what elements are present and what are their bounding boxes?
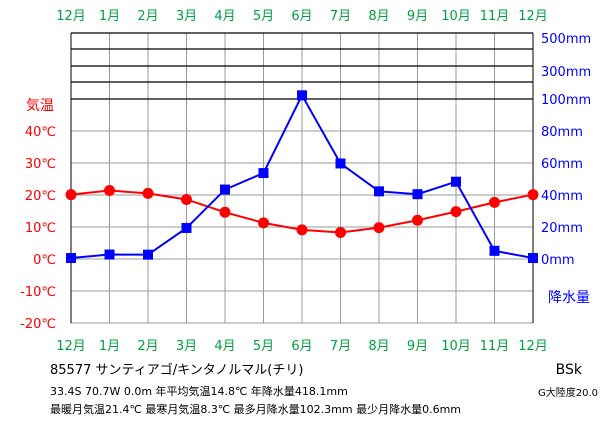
- month-label-bottom: 8月: [368, 339, 389, 354]
- climate-classification: BSk: [556, 362, 583, 378]
- station-stats-line-2: 最暖月気温21.4℃ 最寒月気温8.3℃ 最多月降水量102.3mm 最少月降水…: [50, 402, 461, 416]
- month-label-top: 9月: [407, 9, 428, 24]
- precipitation-tick-label: 40mm: [541, 189, 583, 204]
- month-label-top: 5月: [253, 9, 274, 24]
- temperature-series: [65, 185, 539, 238]
- precipitation-point: [143, 249, 153, 260]
- month-label-bottom: 7月: [330, 339, 351, 354]
- month-label-top: 6月: [291, 9, 312, 24]
- temperature-point: [335, 226, 346, 238]
- month-label-bottom: 12月: [518, 339, 548, 354]
- temperature-tick-label: 20℃: [25, 189, 56, 204]
- month-label-bottom: 6月: [291, 339, 312, 354]
- precipitation-tick-label: 20mm: [541, 221, 583, 236]
- precipitation-point: [489, 245, 500, 256]
- chart-axes: [70, 33, 534, 323]
- precipitation-tick-label: 100mm: [541, 93, 591, 108]
- temperature-point: [489, 196, 500, 208]
- temperature-point: [104, 185, 115, 197]
- station-name: 85577 サンティアゴ/キンタノルマル(チリ): [50, 362, 303, 378]
- precipitation-point: [335, 158, 346, 169]
- month-label-top: 4月: [214, 9, 235, 24]
- month-label-top: 3月: [176, 9, 197, 24]
- precipitation-point: [258, 168, 269, 179]
- precipitation-upper-tick-label: 300mm: [541, 65, 591, 80]
- temperature-point: [142, 187, 154, 199]
- axis-labels: 12月 12月 1月 1月 2月 2月 3月 3月 4月 4月 5月 5月 6月 6月 7月 7月 8月 8月 9月…: [20, 9, 591, 354]
- precipitation-point: [104, 249, 115, 260]
- temperature-point: [181, 193, 192, 205]
- temperature-point: [296, 224, 308, 236]
- month-label-top: 1月: [99, 9, 120, 24]
- temperature-tick-label: -20℃: [20, 317, 56, 332]
- temperature-point: [412, 214, 423, 226]
- month-label-bottom: 2月: [137, 339, 158, 354]
- month-label-bottom: 12月: [56, 339, 86, 354]
- month-label-bottom: 9月: [407, 339, 428, 354]
- precipitation-point: [297, 90, 307, 101]
- temperature-point: [450, 206, 462, 218]
- precipitation-tick-label: 80mm: [541, 125, 583, 140]
- precipitation-upper-tick-label: 500mm: [541, 32, 591, 47]
- month-label-top: 11月: [480, 9, 510, 24]
- month-label-top: 7月: [330, 9, 351, 24]
- month-label-top: 12月: [56, 9, 86, 24]
- precipitation-point: [66, 253, 76, 264]
- station-stats-line-1: 33.4S 70.7W 0.0m 年平均気温14.8℃ 年降水量418.1mm: [50, 384, 348, 398]
- precipitation-tick-label: 0mm: [541, 253, 575, 268]
- month-label-bottom: 1月: [99, 339, 120, 354]
- precipitation-point: [528, 253, 538, 264]
- month-label-bottom: 5月: [253, 339, 274, 354]
- temperature-tick-label: 40℃: [25, 125, 56, 140]
- precipitation-point: [220, 184, 230, 195]
- precipitation-point: [374, 186, 384, 197]
- month-label-bottom: 11月: [480, 339, 510, 354]
- precipitation-point: [412, 189, 423, 200]
- precipitation-axis-title: 降水量: [548, 290, 590, 306]
- month-label-top: 12月: [518, 9, 548, 24]
- temperature-tick-label: 10℃: [25, 221, 56, 236]
- temperature-point: [65, 189, 77, 201]
- precipitation-series: [66, 90, 538, 264]
- temperature-tick-label: 0℃: [33, 253, 56, 268]
- month-label-top: 10月: [441, 9, 471, 24]
- month-label-top: 2月: [137, 9, 158, 24]
- precipitation-tick-label: 60mm: [541, 157, 583, 172]
- month-label-bottom: 4月: [214, 339, 235, 354]
- month-label-bottom: 3月: [176, 339, 197, 354]
- temperature-point: [373, 222, 385, 234]
- temperature-tick-label: 30℃: [25, 157, 56, 172]
- continentality-note: G大陸度20.0: [538, 386, 598, 399]
- precipitation-point: [451, 176, 461, 187]
- station-info: 85577 サンティアゴ/キンタノルマル(チリ) 33.4S 70.7W 0.0…: [50, 362, 598, 416]
- temperature-point: [527, 189, 539, 201]
- temperature-axis-title: 気温: [26, 98, 54, 114]
- temperature-point: [219, 206, 231, 218]
- precipitation-point: [181, 222, 192, 233]
- temperature-point: [258, 217, 269, 229]
- temperature-tick-label: -10℃: [20, 285, 56, 300]
- chart-grid: [70, 32, 534, 324]
- month-label-top: 8月: [368, 9, 389, 24]
- month-label-bottom: 10月: [441, 339, 471, 354]
